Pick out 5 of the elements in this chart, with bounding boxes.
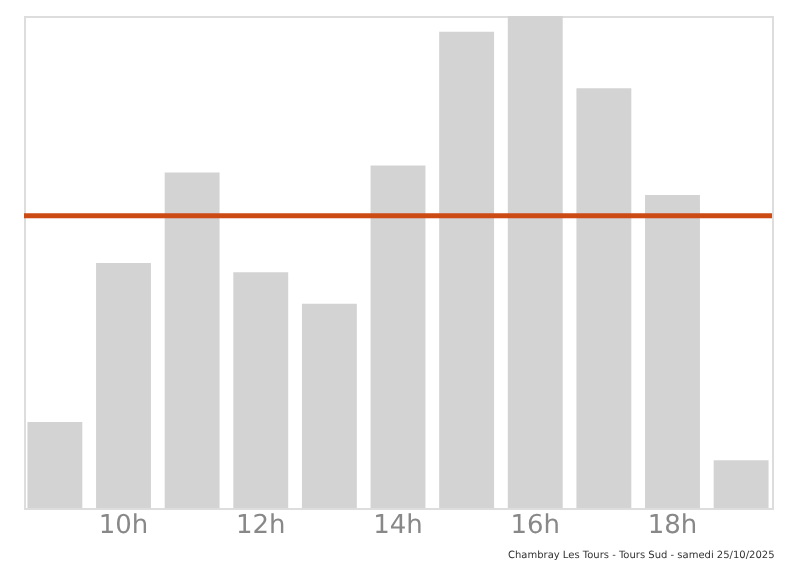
x-tick-label: 10h: [98, 511, 149, 541]
x-tick-label: 12h: [235, 511, 286, 541]
x-tick-label: 14h: [373, 511, 423, 541]
x-tick-label: 16h: [510, 511, 561, 541]
x-tick-label: 18h: [647, 511, 698, 541]
